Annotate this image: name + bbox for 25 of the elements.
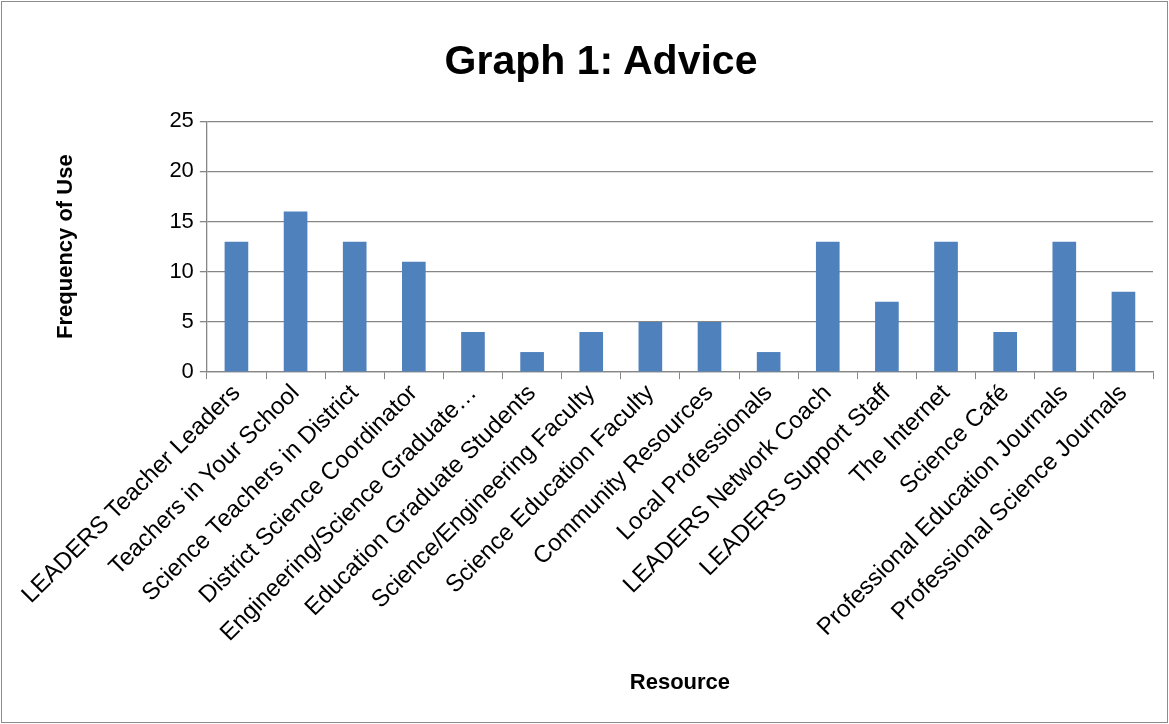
bar: [1111, 291, 1136, 372]
y-tick-label: 10: [169, 257, 194, 283]
bar: [815, 241, 840, 372]
chart-title: Graph 1: Advice: [444, 36, 758, 83]
bar: [934, 241, 958, 372]
bar: [1052, 241, 1077, 372]
bar: [697, 321, 722, 372]
bar: [342, 241, 367, 372]
y-tick-label: 5: [181, 308, 194, 333]
y-tick-label: 0: [181, 358, 194, 384]
bar: [579, 331, 604, 372]
x-axis-title: Resource: [629, 668, 731, 694]
bar: [993, 331, 1017, 372]
y-axis-title: Frequency of Use: [52, 154, 78, 339]
bar: [756, 352, 781, 372]
y-tick-label: 20: [169, 157, 194, 183]
bar: [875, 301, 899, 372]
bar: [402, 261, 426, 372]
bar: [520, 352, 544, 372]
y-tick-label: 25: [169, 107, 194, 133]
bar: [283, 211, 308, 372]
y-tick-label: 15: [169, 207, 194, 233]
bar: [638, 321, 663, 372]
bar: [224, 241, 249, 372]
bar: [461, 331, 485, 372]
